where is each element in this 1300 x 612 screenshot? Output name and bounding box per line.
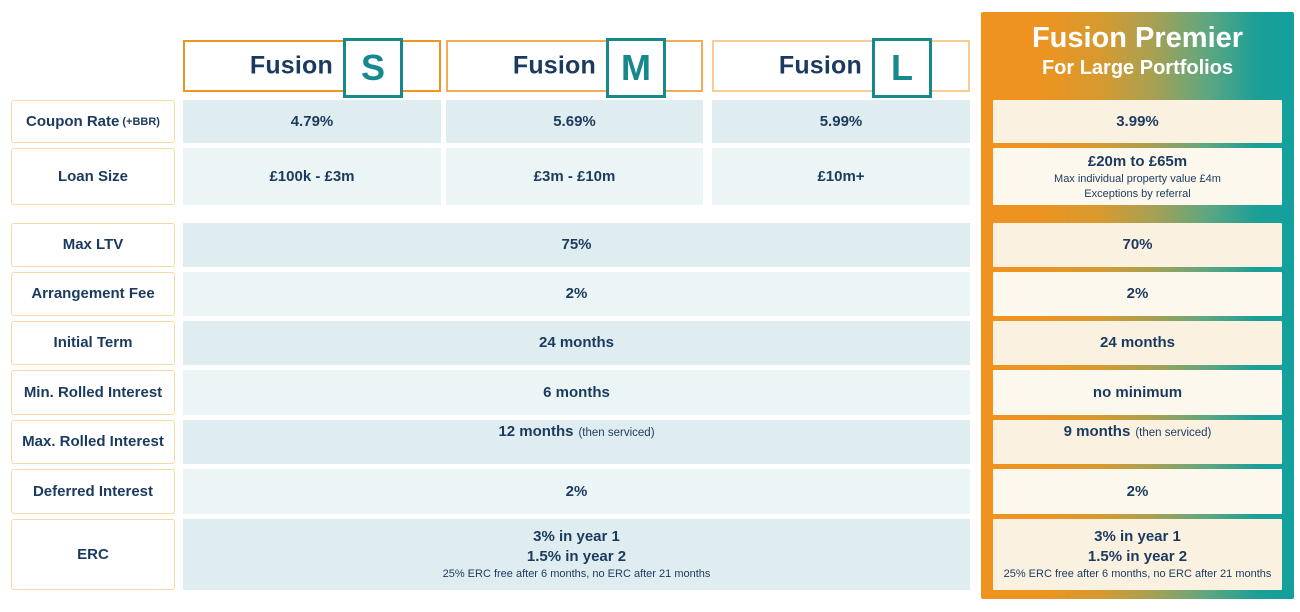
premier-max-ltv-value: 70%: [1122, 236, 1153, 253]
premier-title: Fusion Premier: [1031, 22, 1244, 54]
premier-max-rolled-interest-cell: 9 months (then serviced): [993, 420, 1282, 464]
premier-max-rolled-interest-value: 9 months: [1063, 423, 1131, 440]
shared-initial-term-cell: 24 months: [183, 321, 970, 365]
shared-deferred-interest-value: 2%: [565, 482, 588, 500]
fusion-m-brand-text: Fusion: [512, 51, 596, 80]
row-label-deferred-interest: Deferred Interest: [11, 469, 175, 514]
row-label-min-rolled-interest-text: Min. Rolled Interest: [23, 383, 163, 401]
shared-max-ltv-cell: 75%: [183, 223, 970, 267]
premier-loan-size-note2: Exceptions by referral: [1084, 187, 1191, 200]
fusion-m-letter-badge: M: [606, 38, 666, 98]
row-label-max-ltv: Max LTV: [11, 223, 175, 267]
shared-arrangement-fee-cell: 2%: [183, 272, 970, 316]
fusion-m-coupon-rate-cell: 5.69%: [446, 100, 703, 143]
shared-erc-year1: 3% in year 1: [533, 528, 620, 545]
shared-min-rolled-interest-cell: 6 months: [183, 370, 970, 415]
row-label-arrangement-fee-text: Arrangement Fee: [31, 285, 155, 303]
fusion-l-coupon-rate-value: 5.99%: [819, 112, 863, 130]
premier-max-rolled-interest-note: (then serviced): [1135, 427, 1212, 439]
shared-initial-term-value: 24 months: [538, 334, 614, 351]
shared-max-rolled-interest-cell: 12 months (then serviced): [183, 420, 970, 464]
row-label-erc-text: ERC: [77, 545, 109, 563]
row-label-max-ltv-text: Max LTV: [62, 236, 124, 254]
row-label-coupon-rate-text: Coupon Rate: [26, 112, 120, 130]
fusion-l-coupon-rate-cell: 5.99%: [712, 100, 970, 143]
premier-coupon-rate-value: 3.99%: [1116, 112, 1159, 130]
shared-min-rolled-interest-value: 6 months: [543, 383, 610, 401]
premier-coupon-rate-cell: 3.99%: [993, 100, 1282, 143]
row-label-initial-term: Initial Term: [11, 321, 175, 365]
premier-max-ltv-cell: 70%: [993, 223, 1282, 267]
fusion-s-coupon-rate-value: 4.79%: [290, 112, 334, 130]
premier-panel: Fusion Premier For Large Portfolios 3.99…: [981, 12, 1294, 599]
premier-erc-year1: 3% in year 1: [1094, 528, 1181, 545]
row-label-coupon-rate-suffix: (+BBR): [122, 115, 160, 128]
fusion-s-letter-badge: S: [343, 38, 403, 98]
fusion-s-loan-size-value: £100k - £3m: [269, 167, 355, 185]
shared-arrangement-fee-value: 2%: [565, 285, 588, 302]
row-label-min-rolled-interest: Min. Rolled Interest: [11, 370, 175, 415]
premier-subtitle: For Large Portfolios: [1041, 57, 1234, 79]
premier-loan-size-value: £20m to £65m: [1087, 152, 1188, 170]
fusion-l-letter-badge: L: [872, 38, 932, 98]
fusion-s-header: Fusion S: [183, 38, 441, 98]
fusion-l-loan-size-value: £10m+: [817, 167, 865, 185]
fusion-l-loan-size-cell: £10m+: [712, 148, 970, 205]
premier-min-rolled-interest-cell: no minimum: [993, 370, 1282, 415]
premier-erc-note: 25% ERC free after 6 months, no ERC afte…: [1003, 568, 1272, 580]
shared-erc-note: 25% ERC free after 6 months, no ERC afte…: [442, 568, 711, 580]
row-label-loan-size: Loan Size: [11, 148, 175, 205]
premier-erc-cell: 3% in year 1 1.5% in year 2 25% ERC free…: [993, 519, 1282, 590]
fusion-m-loan-size-cell: £3m - £10m: [446, 148, 703, 205]
row-label-loan-size-text: Loan Size: [57, 167, 128, 185]
shared-max-rolled-interest-value: 12 months: [498, 423, 574, 440]
fusion-s-loan-size-cell: £100k - £3m: [183, 148, 441, 205]
premier-initial-term-cell: 24 months: [993, 321, 1282, 365]
row-label-max-rolled-interest: Max. Rolled Interest: [11, 420, 175, 464]
fusion-l-brand-text: Fusion: [778, 51, 862, 80]
row-label-erc: ERC: [11, 519, 175, 590]
fusion-l-header: Fusion L: [712, 38, 970, 98]
premier-initial-term-value: 24 months: [1099, 334, 1175, 351]
fusion-m-header: Fusion M: [446, 38, 703, 98]
row-label-arrangement-fee: Arrangement Fee: [11, 272, 175, 316]
premier-deferred-interest-value: 2%: [1126, 482, 1149, 500]
premier-arrangement-fee-cell: 2%: [993, 272, 1282, 316]
premier-deferred-interest-cell: 2%: [993, 469, 1282, 514]
fusion-s-coupon-rate-cell: 4.79%: [183, 100, 441, 143]
row-label-deferred-interest-text: Deferred Interest: [32, 482, 154, 500]
shared-max-rolled-interest-note: (then serviced): [578, 427, 655, 439]
row-label-coupon-rate: Coupon Rate (+BBR): [11, 100, 175, 143]
shared-deferred-interest-cell: 2%: [183, 469, 970, 514]
fusion-m-coupon-rate-value: 5.69%: [553, 112, 596, 130]
row-label-initial-term-text: Initial Term: [53, 334, 133, 352]
shared-max-ltv-value: 75%: [561, 236, 592, 253]
fusion-s-brand-text: Fusion: [249, 51, 333, 80]
premier-erc-year2: 1.5% in year 2: [1087, 548, 1188, 565]
premier-loan-size-cell: £20m to £65m Max individual property val…: [993, 148, 1282, 205]
fusion-m-loan-size-value: £3m - £10m: [533, 167, 616, 185]
shared-erc-cell: 3% in year 1 1.5% in year 2 25% ERC free…: [183, 519, 970, 590]
premier-min-rolled-interest-value: no minimum: [1092, 383, 1183, 401]
row-label-max-rolled-interest-text: Max. Rolled Interest: [22, 433, 164, 451]
premier-loan-size-note1: Max individual property value £4m: [1054, 172, 1221, 185]
shared-erc-year2: 1.5% in year 2: [526, 548, 627, 565]
premier-arrangement-fee-value: 2%: [1126, 285, 1149, 302]
